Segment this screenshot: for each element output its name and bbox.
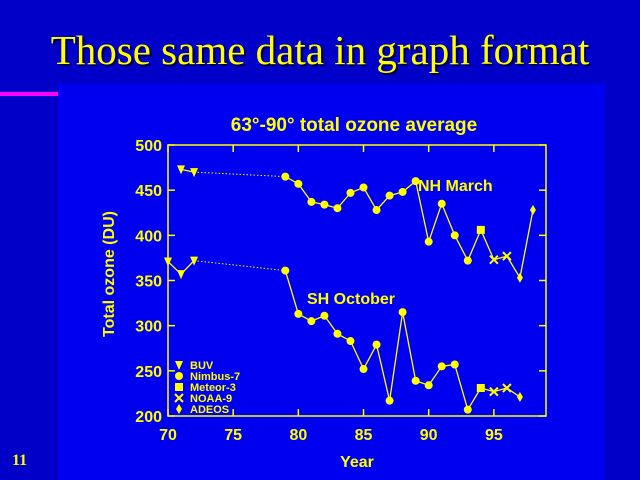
series-line-segment-sh-october: [194, 260, 286, 272]
data-point-nh-march: [372, 206, 381, 215]
series-line-segment-nh-march: [441, 203, 456, 236]
y-tick-label: 450: [135, 183, 162, 200]
data-point-nh-march: [437, 199, 446, 208]
series-line-segment-nh-march: [519, 209, 534, 278]
series-label-nh-march: NH March: [418, 178, 493, 195]
y-axis-label: Total ozone (DU): [101, 211, 118, 337]
data-point-sh-october: [476, 383, 485, 392]
legend-label: NOAA-9: [190, 393, 232, 405]
series-line-segment-nh-march: [454, 235, 469, 261]
slide-number: 11: [12, 452, 28, 469]
series-line-segment-nh-march: [467, 229, 482, 261]
data-point-nh-march: [411, 177, 420, 186]
data-point-sh-october: [489, 386, 499, 397]
slide-title: Those same data in graph format: [50, 27, 590, 73]
x-tick-label: 90: [420, 427, 438, 444]
y-tick-label: 350: [135, 274, 162, 291]
x-tick-label: 75: [224, 427, 242, 444]
series-line-segment-nh-march: [428, 203, 443, 242]
y-tick-label: 400: [135, 228, 162, 245]
data-point-nh-march: [177, 165, 186, 175]
data-point-nh-march: [398, 187, 407, 196]
data-point-sh-october: [463, 405, 472, 414]
data-point-sh-october: [177, 270, 186, 280]
data-point-nh-march: [320, 200, 329, 209]
series-line-segment-sh-october: [388, 312, 404, 401]
series-label-sh-october: SH October: [307, 291, 395, 308]
data-point-sh-october: [190, 256, 199, 266]
legend-marker-x: [174, 393, 184, 403]
y-tick-label: 250: [135, 364, 162, 381]
data-point-nh-march: [489, 255, 499, 265]
data-point-nh-march: [502, 251, 512, 261]
data-point-sh-october: [437, 362, 446, 371]
legend-label: Meteor-3: [190, 382, 236, 394]
legend-label: ADEOS: [190, 404, 229, 416]
data-point-sh-october: [307, 317, 316, 326]
series-line-segment-sh-october: [349, 340, 365, 370]
series-line-segment-nh-march: [480, 229, 495, 260]
series-line-segment-sh-october: [284, 270, 299, 315]
data-point-sh-october: [359, 365, 368, 374]
series-line-segment-sh-october: [362, 344, 378, 370]
data-point-nh-march: [476, 225, 485, 234]
series-line-segment-nh-march: [415, 180, 430, 242]
series-line-segment-sh-october: [401, 311, 417, 381]
data-point-nh-march: [450, 231, 459, 240]
data-point-sh-october: [164, 257, 172, 267]
data-point-nh-march: [346, 188, 355, 197]
y-tick-label: 300: [135, 319, 162, 336]
series-line-segment-sh-october: [454, 364, 469, 410]
data-point-nh-march: [333, 204, 342, 213]
data-point-nh-march: [463, 256, 472, 265]
series-line-segment-nh-march: [194, 171, 286, 178]
x-axis-label: Year: [340, 454, 374, 471]
x-tick-label: 80: [289, 427, 307, 444]
y-tick-label: 500: [135, 138, 162, 155]
accent-line: [0, 92, 58, 96]
data-point-sh-october: [385, 396, 394, 405]
data-point-sh-october: [294, 309, 303, 318]
x-tick-label: 95: [485, 427, 503, 444]
series-line-segment-nh-march: [493, 255, 508, 261]
data-point-nh-march: [307, 197, 316, 206]
data-point-sh-october: [346, 337, 355, 346]
data-point-sh-october: [372, 340, 381, 349]
legend-marker-circle: [175, 372, 183, 380]
data-point-nh-march: [281, 172, 290, 181]
chart-panel: [58, 84, 605, 480]
data-point-sh-october: [450, 360, 459, 369]
x-tick-label: 70: [159, 427, 177, 444]
data-point-sh-october: [516, 392, 523, 403]
y-tick-label: 200: [135, 409, 162, 426]
series-line-segment-sh-october: [493, 387, 508, 393]
series-line-segment-nh-march: [506, 255, 521, 279]
data-point-sh-october: [333, 329, 342, 338]
legend-marker-diamond: [176, 404, 182, 414]
data-point-sh-october: [502, 383, 512, 393]
data-point-nh-march: [385, 191, 394, 200]
series-line-segment-nh-march: [362, 187, 378, 211]
data-point-sh-october: [281, 266, 290, 275]
data-point-nh-march: [190, 168, 199, 178]
data-point-nh-march: [516, 272, 523, 283]
data-point-nh-march: [294, 179, 303, 188]
data-point-nh-march: [529, 205, 536, 216]
data-point-sh-october: [411, 376, 420, 385]
legend-label: BUV: [190, 360, 214, 372]
data-point-nh-march: [424, 237, 433, 246]
legend-marker-triangle-down: [175, 361, 183, 370]
data-point-sh-october: [398, 308, 407, 317]
data-point-sh-october: [424, 381, 433, 390]
chart-title: 63°-90° total ozone average: [231, 115, 477, 136]
legend-label: Nimbus-7: [190, 371, 240, 383]
data-point-nh-march: [359, 183, 368, 192]
series-line-segment-sh-october: [375, 344, 391, 401]
legend-marker-square: [175, 383, 183, 391]
x-tick-label: 85: [355, 427, 373, 444]
data-point-sh-october: [320, 311, 329, 320]
ozone-chart: 63°-90° total ozone average Year Total o…: [58, 84, 605, 480]
